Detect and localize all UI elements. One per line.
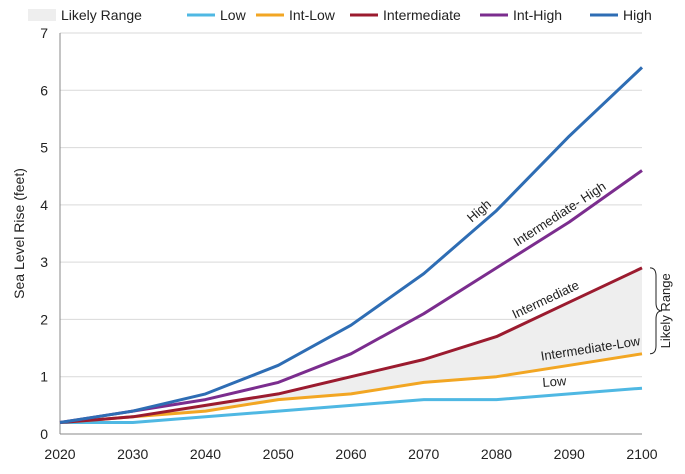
legend-label-int-low: Int-Low <box>289 7 336 23</box>
likely-range-brace <box>649 267 663 355</box>
legend: Likely Range Low Int-Low Intermediate Int-Hi… <box>28 7 652 23</box>
x-tick-label-2070: 2070 <box>408 446 439 462</box>
x-tick-label-2040: 2040 <box>190 446 221 462</box>
y-tick-label-2: 2 <box>40 311 48 327</box>
x-tick-label-2080: 2080 <box>481 446 512 462</box>
likely-range-bracket: Likely Range <box>649 267 673 355</box>
legend-label-int-high: Int-High <box>513 7 562 23</box>
series-line-low <box>60 386 643 424</box>
annotation-int-high: Intermediate- High <box>511 178 609 249</box>
y-axis-label: Sea Level Rise (feet) <box>11 168 27 299</box>
legend-label-likely-range: Likely Range <box>61 7 142 23</box>
y-tick-label-0: 0 <box>40 426 48 442</box>
x-tick-label-2090: 2090 <box>554 446 585 462</box>
likely-range-area <box>60 267 642 423</box>
x-tick-label-2030: 2030 <box>117 446 148 462</box>
y-tick-label-1: 1 <box>40 369 48 385</box>
x-tick-label-2060: 2060 <box>335 446 366 462</box>
legend-swatch-likely-range <box>28 9 56 21</box>
y-tick-label-5: 5 <box>40 140 48 156</box>
likely-range-fill <box>60 267 642 423</box>
y-tick-label-7: 7 <box>40 25 48 41</box>
series-lines <box>59 66 644 424</box>
legend-label-intermediate: Intermediate <box>383 7 461 23</box>
legend-label-high: High <box>623 7 652 23</box>
y-tick-labels: 0 1 2 3 4 5 6 7 <box>40 25 48 442</box>
y-tick-label-4: 4 <box>40 197 48 213</box>
annotation-high: High <box>464 196 494 225</box>
series-line-intermediate <box>59 266 643 424</box>
x-tick-label-2050: 2050 <box>263 446 294 462</box>
y-tick-label-6: 6 <box>40 82 48 98</box>
axes <box>59 33 642 435</box>
x-tick-label-2020: 2020 <box>44 446 75 462</box>
legend-label-low: Low <box>220 7 247 23</box>
x-tick-label-2100: 2100 <box>626 446 657 462</box>
y-tick-label-3: 3 <box>40 254 48 270</box>
series-line-high <box>59 66 644 424</box>
annotation-low: Low <box>542 373 568 390</box>
x-tick-labels: 2020 2030 2040 2050 2060 2070 2080 2090 2100 <box>44 446 657 462</box>
likely-range-label: Likely Range <box>658 273 673 348</box>
